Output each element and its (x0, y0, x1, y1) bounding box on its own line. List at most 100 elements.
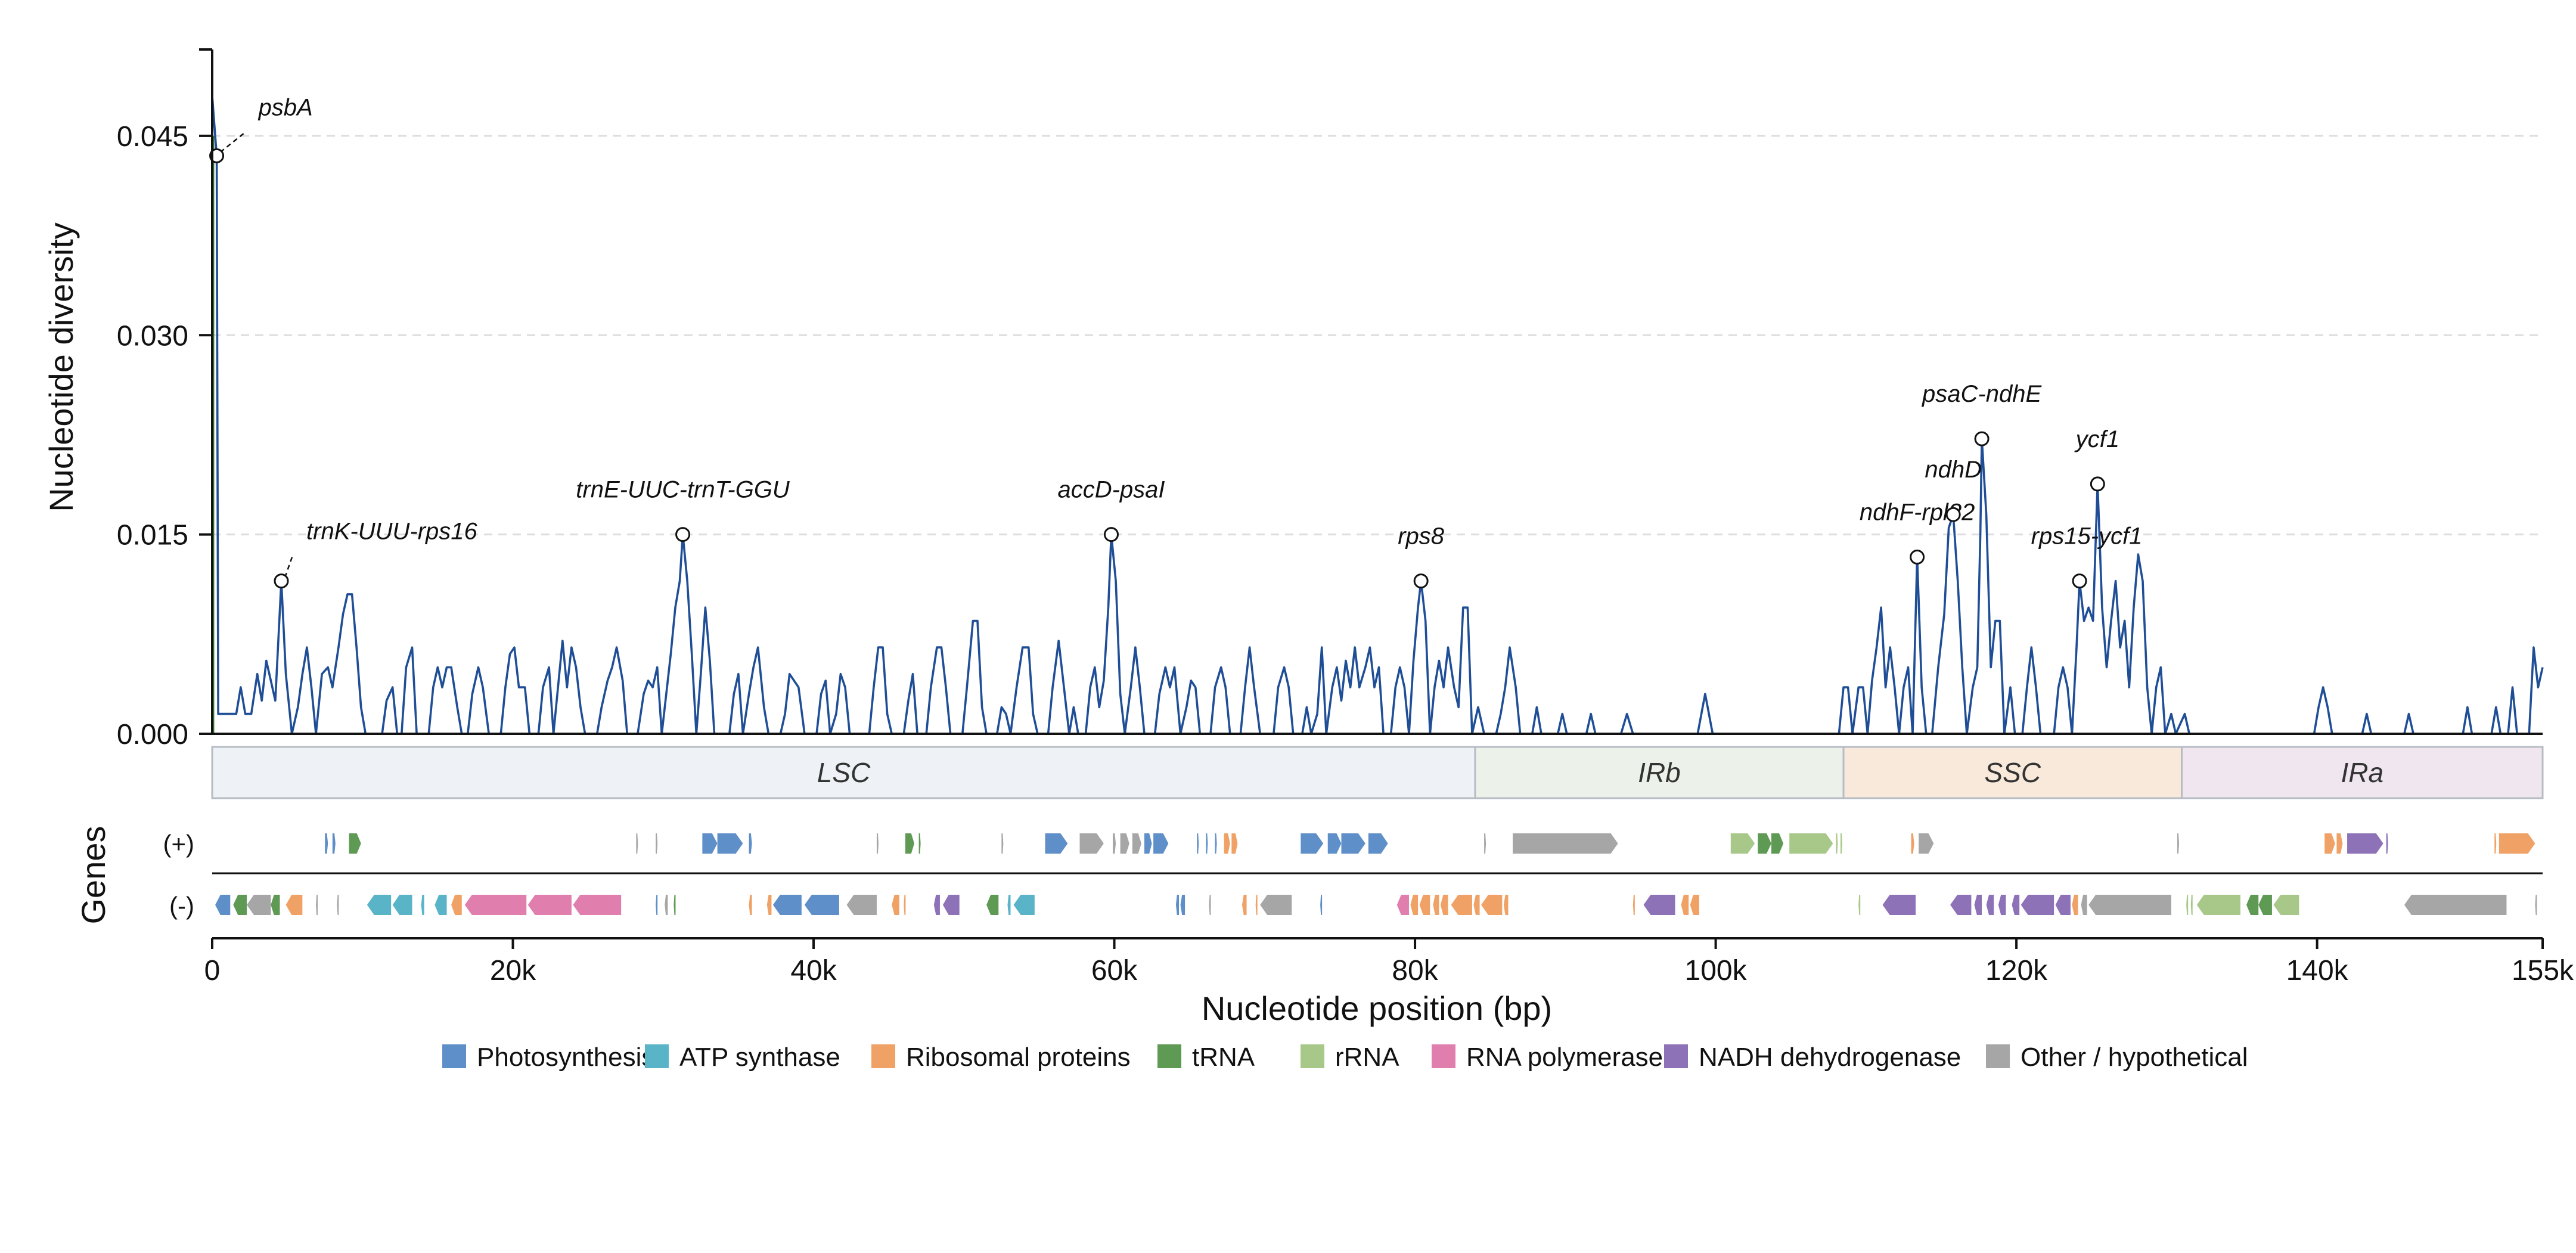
gene-minus (271, 895, 280, 915)
gene-plus (2336, 833, 2343, 854)
diversity-line (211, 95, 2544, 735)
peak-label: ycf1 (2074, 426, 2119, 452)
legend-label: NADH dehydrogenase (1699, 1043, 1961, 1072)
gene-plus (1758, 833, 1771, 854)
gene-minus (2072, 895, 2078, 915)
gene-minus (1632, 895, 1635, 915)
peak-label: psbA (258, 94, 313, 120)
gene-plus (2177, 833, 2180, 854)
gene-minus (421, 895, 424, 915)
gene-plus (1840, 833, 1842, 854)
gene-plus (905, 833, 915, 854)
legend-label: Ribosomal proteins (906, 1043, 1131, 1072)
peak-label: ndhD (1925, 457, 1982, 483)
gene-minus (674, 895, 676, 915)
y-tick-label: 0.045 (117, 121, 188, 153)
x-tick-label: 20k (490, 955, 536, 987)
gene-minus (527, 895, 572, 915)
gene-minus (1410, 895, 1419, 915)
gene-plus (1231, 833, 1238, 854)
gene-plus (1113, 833, 1116, 854)
gene-plus (1484, 833, 1486, 854)
peak-label: psaC-ndhE (1922, 381, 2042, 407)
gene-plus (1919, 833, 1934, 854)
gene-plus (1836, 833, 1838, 854)
gene-minus (892, 895, 899, 915)
y-tick-label: 0.015 (117, 520, 188, 551)
gene-minus (2055, 895, 2071, 915)
gene-tracks (212, 833, 2543, 915)
gene-plus (1144, 833, 1152, 854)
x-tick-label: 60k (1091, 955, 1138, 987)
gene-plus (1153, 833, 1169, 854)
legend-swatch-photo (442, 1044, 466, 1068)
region-label: IRb (1638, 757, 1681, 788)
peak-marker (1974, 431, 1990, 446)
x-axis-title: Nucleotide position (bp) (1202, 990, 1552, 1027)
annotation-leader (219, 132, 245, 153)
x-tick-label: 100k (1685, 955, 1748, 987)
legend-label: ATP synthase (679, 1043, 840, 1072)
legend-label: tRNA (1192, 1043, 1255, 1072)
gene-plus (1513, 833, 1618, 854)
gene-minus (1950, 895, 1972, 915)
peak-label: trnE-UUC-trnT-GGU (576, 477, 790, 503)
gene-plus (1001, 833, 1004, 854)
axes: 0.000 0.015 0.030 0.045 0 20k 40k 60k 80k 100k 120… (117, 48, 2574, 987)
diversity-line-layer (211, 95, 2544, 735)
gene-minus (665, 895, 668, 915)
gene-minus (846, 895, 877, 915)
gene-minus (804, 895, 839, 915)
legend-swatch-rnap (1432, 1044, 1455, 1068)
gene-minus (2273, 895, 2299, 915)
peak-marker (2072, 573, 2087, 589)
gene-minus (1419, 895, 1430, 915)
gene-plus (1911, 833, 1914, 854)
genes-axis-label: Genes (75, 826, 112, 925)
legend-label: rRNA (1335, 1043, 1399, 1072)
gene-minus (1882, 895, 1916, 915)
gene-minus (247, 895, 271, 915)
legend-label: Other / hypothetical (2021, 1043, 2248, 1072)
peak-marker (1945, 507, 1961, 522)
gene-minus (1858, 895, 1861, 915)
peak-marker (1413, 573, 1429, 589)
gene-minus (1473, 895, 1480, 915)
region-label: LSC (817, 757, 871, 788)
gene-minus (1320, 895, 1323, 915)
legend-swatch-atp (645, 1044, 669, 1068)
gene-minus (1440, 895, 1448, 915)
y-tick-label: 0.030 (117, 320, 188, 352)
gene-plus (1206, 833, 1208, 854)
peak-label: rps8 (1398, 523, 1445, 550)
gene-plus (1045, 833, 1068, 854)
gene-minus (749, 895, 752, 915)
strand-minus-label: (-) (169, 892, 194, 920)
peak-annotations: psbA trnK-UUU-rps16 trnE-UUC-trnT-GGU accD-… (209, 94, 2142, 589)
x-tick-label: 140k (2286, 955, 2349, 987)
gene-plus (717, 833, 743, 854)
gene-minus (573, 895, 622, 915)
gene-minus (451, 895, 462, 915)
gene-plus (1224, 833, 1230, 854)
gene-minus (464, 895, 527, 915)
gene-minus (434, 895, 447, 915)
strand-plus-label: (+) (163, 830, 195, 858)
gene-plus (1327, 833, 1342, 854)
gene-plus (1730, 833, 1755, 854)
genome-region-bar: LSC IRb SSC IRa (211, 746, 2544, 799)
x-tick-label: 120k (1985, 955, 2048, 987)
gene-plus (656, 833, 658, 854)
peak-marker (274, 573, 289, 589)
peak-marker (2090, 476, 2105, 492)
gene-plus (1215, 833, 1217, 854)
gene-minus (2021, 895, 2054, 915)
gene-minus (1013, 895, 1035, 915)
gene-minus (1209, 895, 1211, 915)
gene-minus (1974, 895, 1982, 915)
x-tick-label: 0 (204, 955, 221, 987)
gene-minus (986, 895, 999, 915)
gene-minus (316, 895, 318, 915)
gene-minus (2404, 895, 2507, 915)
